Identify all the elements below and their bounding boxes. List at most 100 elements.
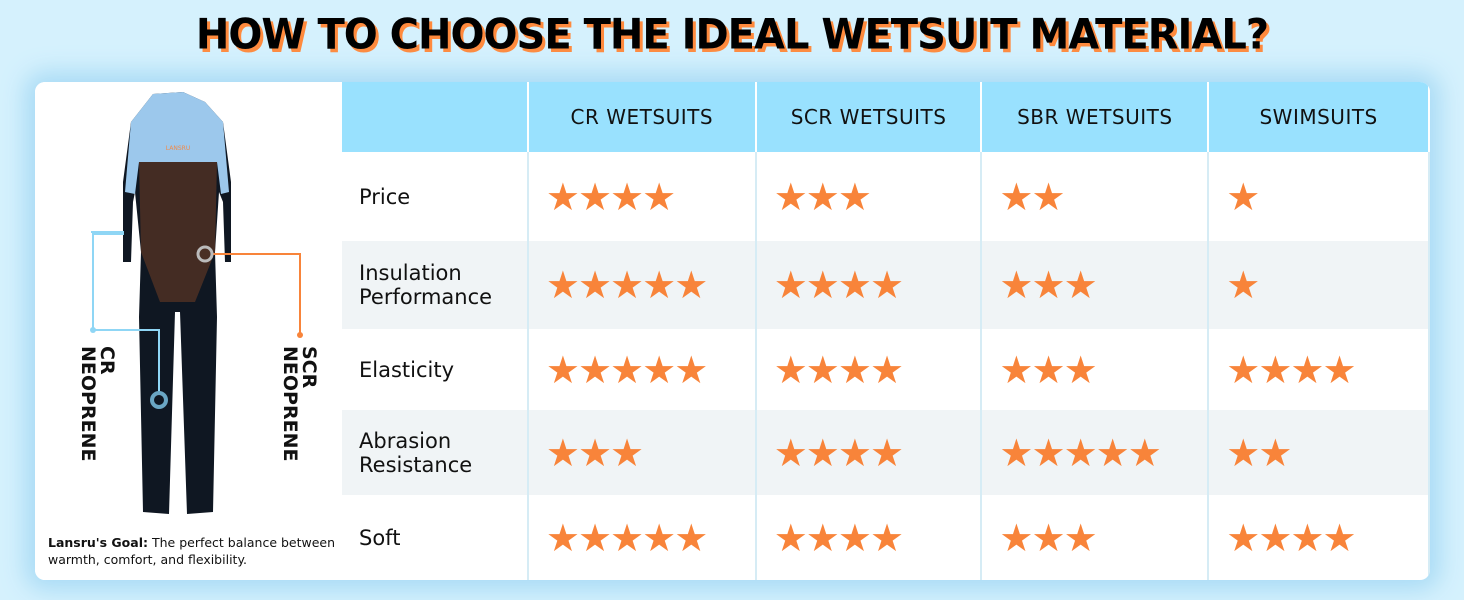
header-cr: CR WETSUITS: [527, 82, 757, 152]
row-label: Abrasion Resistance: [342, 410, 529, 495]
table-row: Elasticity ★★★★★ ★★★★ ★★★ ★★★★: [342, 329, 1430, 410]
row-label: Insulation Performance: [342, 241, 529, 329]
star-icon: ★: [610, 263, 644, 307]
rating-cell: ★★★★★: [527, 329, 757, 410]
star-icon: ★: [1226, 263, 1260, 307]
scr-neoprene-label: SCR NEOPRENE: [279, 346, 320, 462]
rating-cell: ★★: [1208, 410, 1430, 495]
star-icon: ★: [773, 430, 808, 475]
brand-logo: LANSRU: [166, 145, 190, 152]
rating-cell: ★★★: [755, 152, 983, 241]
header-swimsuits: SWIMSUITS: [1208, 82, 1430, 152]
star-icon: ★: [1226, 430, 1260, 475]
star-icon: ★: [577, 515, 612, 560]
rating-cell: ★★★: [981, 241, 1210, 329]
cr-neoprene-label: CR NEOPRENE: [77, 346, 118, 462]
star-icon: ★: [642, 174, 676, 219]
rating-cell: ★★★★: [755, 410, 983, 495]
comparison-card: LANSRU CR NEOPRENE SCR NEOPRENE Lansru's…: [35, 82, 1430, 580]
goal-body: The perfect balance between warmth, comf…: [48, 535, 336, 567]
star-icon: ★: [1290, 347, 1324, 392]
star-icon: ★: [1258, 515, 1292, 560]
star-icon: ★: [1031, 174, 1066, 219]
star-icon: ★: [999, 515, 1033, 560]
table-row: Price ★★★★ ★★★ ★★ ★: [342, 152, 1430, 241]
star-icon: ★: [1322, 515, 1356, 560]
star-icon: ★: [1226, 515, 1260, 560]
star-icon: ★: [1063, 430, 1098, 475]
rating-cell: ★★★: [527, 410, 757, 495]
star-icon: ★: [805, 515, 840, 560]
rating-cell: ★: [1208, 152, 1430, 241]
rating-cell: ★★★★★: [527, 495, 757, 580]
star-icon: ★: [1258, 347, 1292, 392]
star-icon: ★: [1226, 174, 1260, 219]
star-icon: ★: [1127, 430, 1162, 475]
star-icon: ★: [577, 430, 612, 475]
rating-cell: ★: [1208, 241, 1430, 329]
star-icon: ★: [1063, 263, 1098, 307]
star-icon: ★: [642, 515, 676, 560]
star-icon: ★: [674, 515, 708, 560]
rating-cell: ★★: [981, 152, 1210, 241]
star-icon: ★: [610, 174, 644, 219]
goal-text: Lansru's Goal: The perfect balance betwe…: [48, 534, 348, 568]
star-icon: ★: [1322, 347, 1356, 392]
star-icon: ★: [1226, 347, 1260, 392]
star-icon: ★: [674, 263, 708, 307]
star-icon: ★: [1031, 515, 1066, 560]
row-label: Price: [342, 152, 529, 241]
star-icon: ★: [773, 174, 808, 219]
star-icon: ★: [1031, 430, 1066, 475]
star-icon: ★: [837, 515, 872, 560]
star-icon: ★: [577, 263, 612, 307]
star-icon: ★: [545, 263, 580, 307]
star-icon: ★: [805, 347, 840, 392]
star-icon: ★: [545, 430, 580, 475]
star-icon: ★: [610, 347, 644, 392]
star-icon: ★: [1063, 347, 1098, 392]
wetsuit-image: LANSRU: [90, 92, 303, 514]
star-icon: ★: [642, 263, 676, 307]
table-row: Abrasion Resistance ★★★ ★★★★ ★★★★★ ★★: [342, 410, 1430, 495]
star-icon: ★: [577, 347, 612, 392]
goal-heading: Lansru's Goal:: [48, 535, 148, 550]
header-sbr: SBR WETSUITS: [981, 82, 1210, 152]
star-icon: ★: [773, 347, 808, 392]
star-icon: ★: [999, 430, 1033, 475]
rating-cell: ★★★★: [527, 152, 757, 241]
star-icon: ★: [837, 263, 872, 307]
header-blank: [342, 82, 529, 152]
cr-marker: [150, 391, 168, 409]
wetsuit-panel: LANSRU CR NEOPRENE SCR NEOPRENE Lansru's…: [35, 82, 342, 580]
star-icon: ★: [773, 263, 808, 307]
star-icon: ★: [545, 174, 580, 219]
star-icon: ★: [805, 430, 840, 475]
star-icon: ★: [545, 515, 580, 560]
rating-cell: ★★★★: [755, 329, 983, 410]
star-icon: ★: [674, 347, 708, 392]
star-icon: ★: [1031, 347, 1066, 392]
rating-cell: ★★★★★: [527, 241, 757, 329]
star-icon: ★: [869, 515, 904, 560]
star-icon: ★: [773, 515, 808, 560]
star-icon: ★: [1063, 515, 1098, 560]
rating-cell: ★★★: [981, 329, 1210, 410]
star-icon: ★: [1031, 263, 1066, 307]
table-row: Soft ★★★★★ ★★★★ ★★★ ★★★★: [342, 495, 1430, 580]
scr-marker: [196, 245, 214, 263]
star-icon: ★: [999, 174, 1033, 219]
star-icon: ★: [999, 263, 1033, 307]
table-row: Insulation Performance ★★★★★ ★★★★ ★★★ ★: [342, 241, 1430, 329]
star-icon: ★: [837, 174, 872, 219]
star-icon: ★: [577, 174, 612, 219]
star-icon: ★: [1290, 515, 1324, 560]
rating-cell: ★★★★: [1208, 495, 1430, 580]
star-icon: ★: [869, 430, 904, 475]
page-title: HOW TO CHOOSE THE IDEAL WETSUIT MATERIAL…: [195, 10, 1269, 60]
rating-cell: ★★★★: [755, 241, 983, 329]
rating-cell: ★★★★: [1208, 329, 1430, 410]
row-label: Elasticity: [342, 329, 529, 410]
star-icon: ★: [610, 430, 644, 475]
star-icon: ★: [805, 174, 840, 219]
